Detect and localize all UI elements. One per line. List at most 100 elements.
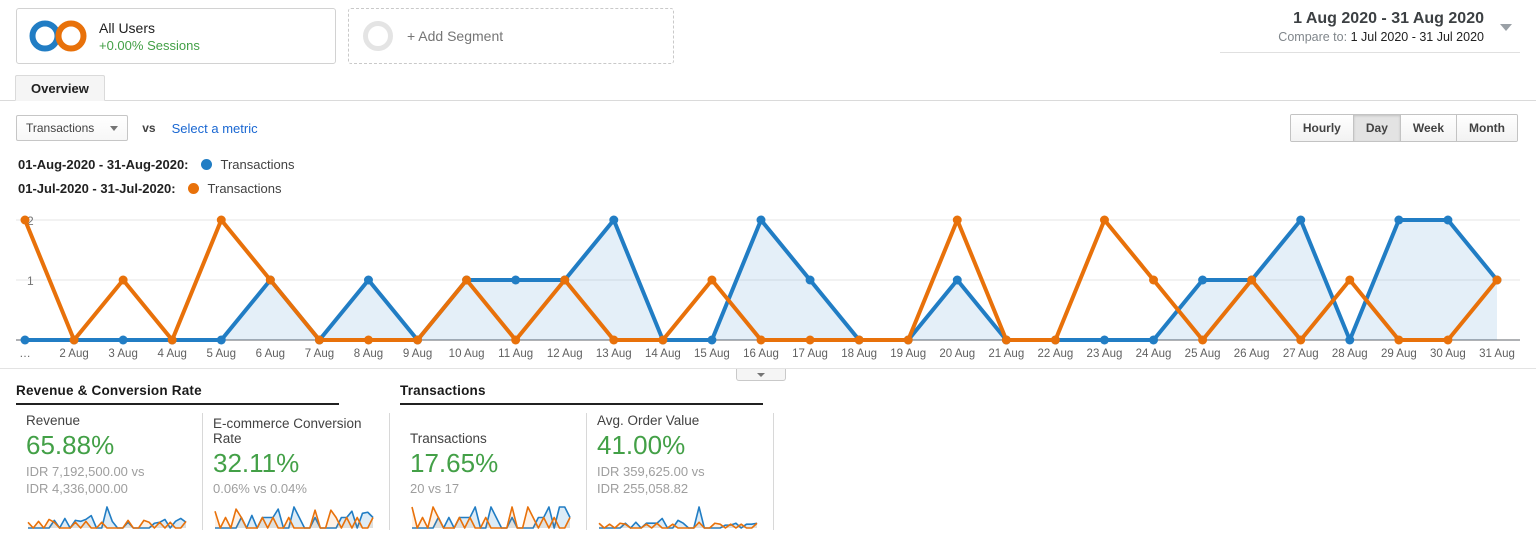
date-range-compare: Compare to: 1 Jul 2020 - 31 Jul 2020 — [1230, 30, 1484, 44]
svg-text:29 Aug: 29 Aug — [1381, 348, 1417, 360]
chart-toolbar: Transactions vs Select a metric Hourly Da… — [16, 114, 1518, 142]
metric-label: Transactions — [410, 430, 487, 446]
svg-text:22 Aug: 22 Aug — [1037, 348, 1073, 360]
add-segment-button[interactable]: + Add Segment — [348, 8, 674, 64]
svg-text:31 Aug: 31 Aug — [1479, 348, 1515, 360]
metric-card[interactable]: Revenue 65.88% IDR 7,192,500.00 vs IDR 4,33… — [16, 413, 203, 530]
scorecard-section: Revenue & Conversion Rate Revenue 65.88% ID… — [16, 383, 390, 530]
svg-text:21 Aug: 21 Aug — [988, 348, 1024, 360]
scorecards-area: Revenue & Conversion Rate Revenue 65.88% ID… — [0, 383, 1536, 533]
vs-label: vs — [142, 121, 156, 135]
granularity-button-week[interactable]: Week — [1399, 115, 1457, 141]
svg-text:1: 1 — [27, 274, 34, 288]
chart-area: 1 2 … 2 Aug 3 Aug 4 Aug 5 Aug 6 Aug 7 Aug 8 Aug 9 … — [0, 205, 1536, 381]
svg-text:26 Aug: 26 Aug — [1234, 348, 1270, 360]
svg-text:5 Aug: 5 Aug — [207, 348, 236, 360]
metric-card[interactable]: Transactions 17.65% 20 vs 17 — [400, 413, 587, 530]
svg-text:23 Aug: 23 Aug — [1087, 348, 1123, 360]
date-range-primary: 1 Aug 2020 - 31 Aug 2020 — [1293, 10, 1484, 27]
metric-comparison-values: IDR 4,336,000.00 — [26, 481, 128, 497]
svg-text:27 Aug: 27 Aug — [1283, 348, 1319, 360]
section-heading: Transactions — [400, 383, 763, 405]
metric-comparison-values: IDR 359,625.00 vs — [597, 463, 705, 479]
metric-sparkline — [214, 506, 374, 529]
metric-comparison-values: 0.06% vs 0.04% — [213, 481, 307, 497]
legend-series-name: Transactions — [207, 181, 282, 196]
panel-divider — [0, 368, 1536, 369]
svg-text:2 Aug: 2 Aug — [59, 348, 88, 360]
section-cards-row: Transactions 17.65% 20 vs 17 Avg. Order Val… — [400, 413, 774, 530]
tab-overview-label: Overview — [31, 80, 89, 96]
metric-comparison-values: 20 vs 17 — [410, 481, 460, 497]
chart-legend: 01-Aug-2020 - 31-Aug-2020: Transactions 01… — [18, 157, 1536, 196]
add-segment-label: + Add Segment — [407, 28, 504, 44]
svg-text:30 Aug: 30 Aug — [1430, 348, 1466, 360]
svg-text:8 Aug: 8 Aug — [354, 348, 383, 360]
svg-text:4 Aug: 4 Aug — [157, 348, 186, 360]
report-tabbar: Overview — [0, 75, 1536, 101]
svg-text:13 Aug: 13 Aug — [596, 348, 632, 360]
metric-label: Avg. Order Value — [597, 413, 700, 428]
legend-dot-icon — [187, 183, 199, 194]
granularity-button-day[interactable]: Day — [1352, 115, 1400, 141]
metric-change-value: 65.88% — [26, 430, 115, 460]
svg-text:25 Aug: 25 Aug — [1185, 348, 1221, 360]
svg-text:28 Aug: 28 Aug — [1332, 348, 1368, 360]
svg-text:16 Aug: 16 Aug — [743, 348, 779, 360]
metric-comparison-values: IDR 255,058.82 — [597, 481, 689, 497]
compare-range: 1 Jul 2020 - 31 Jul 2020 — [1350, 30, 1484, 44]
svg-text:11 Aug: 11 Aug — [498, 348, 533, 360]
select-metric-link[interactable]: Select a metric — [171, 120, 258, 136]
svg-text:20 Aug: 20 Aug — [939, 348, 975, 360]
segment-name: All Users — [99, 19, 156, 36]
metric-label: Revenue — [26, 413, 81, 428]
svg-text:14 Aug: 14 Aug — [645, 348, 681, 360]
svg-text:12 Aug: 12 Aug — [547, 348, 583, 360]
chart-expander[interactable] — [736, 369, 786, 381]
section-cards-row: Revenue 65.88% IDR 7,192,500.00 vs IDR 4,33… — [16, 413, 390, 530]
granularity-button-month[interactable]: Month — [1456, 115, 1517, 141]
svg-text:15 Aug: 15 Aug — [694, 348, 730, 360]
svg-text:…: … — [19, 348, 31, 360]
metric-card[interactable]: E-commerce Conversion Rate 32.11% 0.06% vs… — [203, 413, 390, 530]
granularity-button-hourly[interactable]: Hourly — [1290, 115, 1353, 141]
scorecard-section: Transactions Transactions 17.65% 20 vs 17 Av… — [400, 383, 774, 530]
legend-row: 01-Aug-2020 - 31-Aug-2020: Transactions — [18, 157, 1536, 172]
segment-header: All Users +0.00% Sessions + Add Segment … — [0, 0, 1536, 64]
svg-text:7 Aug: 7 Aug — [305, 348, 334, 360]
metric-change-value: 32.11% — [213, 447, 300, 478]
metric-dropdown[interactable]: Transactions — [16, 115, 129, 141]
chevron-down-icon — [757, 372, 765, 377]
legend-row: 01-Jul-2020 - 31-Jul-2020: Transactions — [18, 181, 1536, 196]
segment-ring-icon — [363, 21, 393, 51]
svg-text:19 Aug: 19 Aug — [890, 348, 926, 360]
chevron-down-icon — [1500, 24, 1512, 31]
metric-card[interactable]: Avg. Order Value 41.00% IDR 359,625.00 vs I… — [587, 413, 774, 530]
metric-sparkline — [27, 506, 187, 529]
segment-sessions-delta: +0.00% Sessions — [99, 37, 200, 53]
metric-comparison-values: IDR 7,192,500.00 vs — [26, 463, 145, 479]
transactions-line-chart[interactable]: 1 2 … 2 Aug 3 Aug 4 Aug 5 Aug 6 Aug 7 Aug 8 Aug 9 … — [0, 205, 1536, 363]
tab-overview[interactable]: Overview — [15, 75, 105, 101]
svg-text:18 Aug: 18 Aug — [841, 348, 877, 360]
metric-change-value: 17.65% — [410, 447, 499, 478]
metric-dropdown-label: Transactions — [26, 121, 95, 135]
segment-text: All Users +0.00% Sessions — [99, 20, 200, 53]
svg-text:17 Aug: 17 Aug — [792, 348, 828, 360]
svg-text:9 Aug: 9 Aug — [403, 348, 432, 360]
metric-label: E-commerce Conversion Rate — [213, 415, 362, 446]
legend-date-range: 01-Jul-2020 - 31-Jul-2020: — [18, 181, 176, 196]
svg-text:24 Aug: 24 Aug — [1136, 348, 1172, 360]
chevron-down-icon — [110, 125, 119, 131]
section-heading: Revenue & Conversion Rate — [16, 383, 339, 405]
date-range-selector[interactable]: 1 Aug 2020 - 31 Aug 2020 Compare to: 1 J… — [1220, 8, 1520, 53]
svg-text:10 Aug: 10 Aug — [449, 348, 485, 360]
compare-prefix: Compare to: — [1278, 30, 1348, 44]
legend-series-name: Transactions — [220, 157, 295, 172]
granularity-button-group: Hourly Day Week Month — [1289, 114, 1518, 142]
segment-all-users[interactable]: All Users +0.00% Sessions — [16, 8, 336, 64]
svg-text:2: 2 — [27, 214, 34, 228]
metric-change-value: 41.00% — [597, 430, 686, 460]
metric-sparkline — [411, 506, 571, 529]
